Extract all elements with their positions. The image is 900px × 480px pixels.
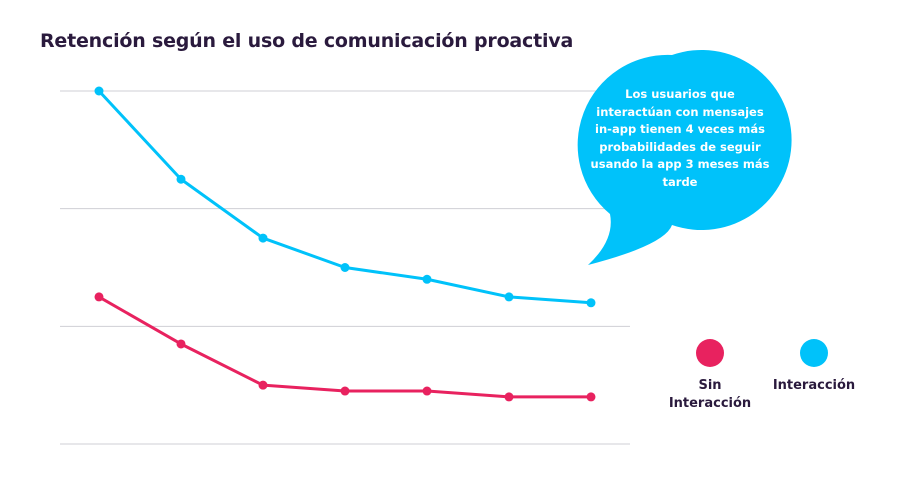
data-point-sin-interaccion-2 <box>176 339 186 349</box>
series-points <box>94 86 596 402</box>
legend-swatch-interaccion <box>800 339 828 367</box>
series-lines <box>97 89 592 399</box>
data-point-interaccion-1 <box>94 86 104 96</box>
data-point-sin-interaccion-5 <box>422 386 432 396</box>
data-point-sin-interaccion-1 <box>94 292 104 302</box>
data-point-interaccion-6 <box>504 292 514 302</box>
data-point-interaccion-2 <box>176 174 186 184</box>
data-point-interaccion-4 <box>340 263 350 272</box>
series-line-sin-interaccion <box>98 295 591 399</box>
legend-swatch-sin-interaccion <box>696 339 724 367</box>
legend-item-interaccion: Interacción <box>764 339 864 395</box>
gridlines <box>60 90 630 445</box>
legend-label-sin-interaccion-text: Sin Interacción <box>668 378 752 411</box>
data-point-sin-interaccion-7 <box>586 392 596 402</box>
data-point-sin-interaccion-3 <box>258 380 268 390</box>
chart-title: Retención según el uso de comunicación p… <box>40 30 574 52</box>
legend-label-interaccion: Interacción <box>772 378 856 393</box>
annotation-bubble <box>577 50 792 266</box>
data-point-interaccion-3 <box>258 233 268 243</box>
data-point-sin-interaccion-6 <box>504 392 514 402</box>
data-point-interaccion-5 <box>422 274 432 284</box>
data-point-interaccion-7 <box>586 298 596 308</box>
data-point-sin-interaccion-4 <box>340 386 350 396</box>
legend-label-sin-interaccion: Sin Interacción <box>655 377 765 413</box>
annotation-text: Los usuarios que interactúan con mensaje… <box>590 87 770 189</box>
legend-item-sin-interaccion: Sin Interacción <box>655 339 765 413</box>
